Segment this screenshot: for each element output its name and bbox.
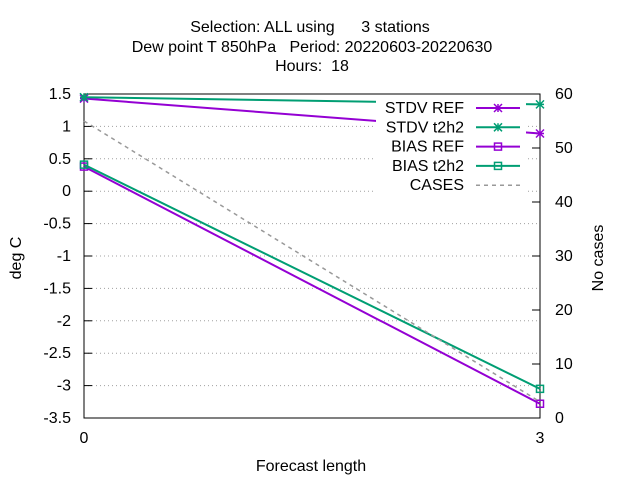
x-axis-label: Forecast length xyxy=(256,458,366,475)
legend-marker xyxy=(493,122,503,132)
legend-bg xyxy=(376,98,526,117)
y-tick-label: 0 xyxy=(62,183,71,200)
bias-t2h2-line xyxy=(83,163,541,390)
y2-tick-label: 50 xyxy=(555,140,573,157)
series-bias-ref xyxy=(79,162,545,408)
legend-marker xyxy=(493,142,503,151)
bias-ref-line xyxy=(83,165,541,405)
y2-tick-label: 30 xyxy=(555,248,573,265)
bias-t2h2-point xyxy=(535,384,545,394)
legend-label: STDV t2h2 xyxy=(386,119,464,136)
y-tick-label: -3.5 xyxy=(43,410,71,427)
legend-bg xyxy=(376,117,526,137)
y2-tick-label: 40 xyxy=(555,194,573,211)
y-tick-label: 1.5 xyxy=(49,86,71,103)
series-cases xyxy=(83,120,541,403)
chart-title-line-2: Dew point T 850hPa Period: 20220603-2022… xyxy=(132,39,493,56)
stdv-t2h2-point xyxy=(79,92,89,102)
bias-t2h2-point xyxy=(79,160,89,169)
chart-title-line-3: Hours: 18 xyxy=(275,58,349,75)
y-tick-label: 1 xyxy=(62,118,71,135)
axis-ticks: 1.510.50-0.5-1-1.5-2-2.5-3-3.5 0102030405… xyxy=(43,86,572,447)
legend-bg xyxy=(376,155,526,175)
legend-label: BIAS t2h2 xyxy=(392,158,464,175)
legend-item-cases: CASES xyxy=(376,175,526,195)
y2-tick-label: 60 xyxy=(555,86,573,103)
y-tick-label: -2 xyxy=(57,313,71,330)
legend-bg xyxy=(376,136,526,156)
y-tick-label: -0.5 xyxy=(43,216,71,233)
y2-tick-label: 20 xyxy=(555,302,573,319)
legend-marker xyxy=(493,161,503,171)
y-tick-label: -3 xyxy=(57,378,71,395)
y2-tick-label: 0 xyxy=(555,410,564,427)
y-tick-label: -1.5 xyxy=(43,280,71,297)
bias-ref-point xyxy=(535,399,545,408)
chart-title-line-1: Selection: ALL using 3 stations xyxy=(190,19,430,36)
stdv-t2h2-point xyxy=(535,99,545,109)
x-tick-label: 3 xyxy=(536,430,545,447)
legend-label: BIAS REF xyxy=(391,139,464,156)
legend-bg xyxy=(376,175,526,195)
legend-label: CASES xyxy=(410,177,464,194)
legend-item-bias-ref: BIAS REF xyxy=(376,136,526,156)
y2-tick-label: 10 xyxy=(555,356,573,373)
legend-item-stdv-ref: STDV REF xyxy=(376,98,526,117)
cases-line xyxy=(83,120,541,403)
legend: STDV REF STDV t2h2 BIAS REF BIAS t2h2 CASES xyxy=(376,98,526,195)
legend-label: STDV REF xyxy=(385,100,464,117)
grid-lines xyxy=(84,125,540,387)
legend-item-stdv-t2h2: STDV t2h2 xyxy=(376,117,526,137)
y-tick-label: 0.5 xyxy=(49,151,71,168)
x-tick-label: 0 xyxy=(80,430,89,447)
stdv-ref-point xyxy=(535,128,545,139)
y2-axis-label: No cases xyxy=(590,225,607,292)
legend-item-bias-t2h2: BIAS t2h2 xyxy=(376,155,526,175)
y-tick-label: -1 xyxy=(57,248,71,265)
y-tick-label: -2.5 xyxy=(43,345,71,362)
y-axis-label: deg C xyxy=(8,237,25,280)
series-bias-t2h2 xyxy=(79,160,545,394)
legend-marker xyxy=(493,103,503,113)
